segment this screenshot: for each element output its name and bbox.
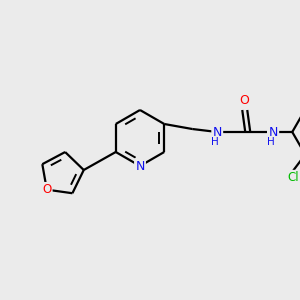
Text: N: N xyxy=(213,125,222,139)
Text: O: O xyxy=(42,183,51,196)
Text: Cl: Cl xyxy=(287,171,299,184)
Text: O: O xyxy=(239,94,249,106)
Text: N: N xyxy=(135,160,145,172)
Text: H: H xyxy=(267,137,275,147)
Text: H: H xyxy=(212,137,219,147)
Text: N: N xyxy=(268,125,278,139)
